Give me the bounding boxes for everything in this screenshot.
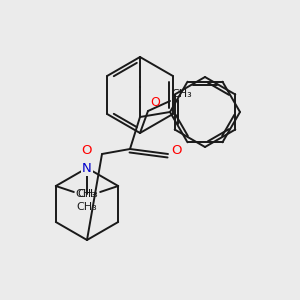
Text: N: N: [82, 161, 92, 175]
Text: CH₃: CH₃: [75, 189, 96, 199]
Text: O: O: [171, 145, 181, 158]
Text: CH₃: CH₃: [78, 189, 99, 199]
Text: O: O: [82, 143, 92, 157]
Text: CH₃: CH₃: [171, 89, 192, 99]
Text: CH₃: CH₃: [76, 202, 98, 212]
Text: O: O: [150, 96, 160, 109]
